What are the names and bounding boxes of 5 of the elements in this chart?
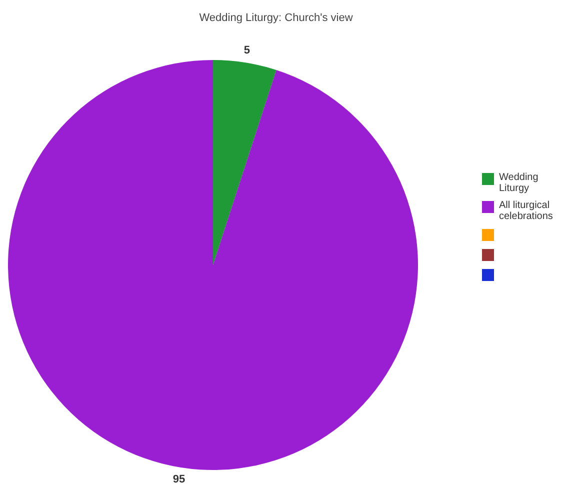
legend-label: Wedding Liturgy — [499, 172, 540, 194]
legend-label: All liturgical celebrations — [499, 200, 554, 222]
chart-title: Wedding Liturgy: Church's view — [199, 12, 353, 24]
data-label: 5 — [244, 44, 250, 57]
data-label: 95 — [172, 473, 186, 486]
